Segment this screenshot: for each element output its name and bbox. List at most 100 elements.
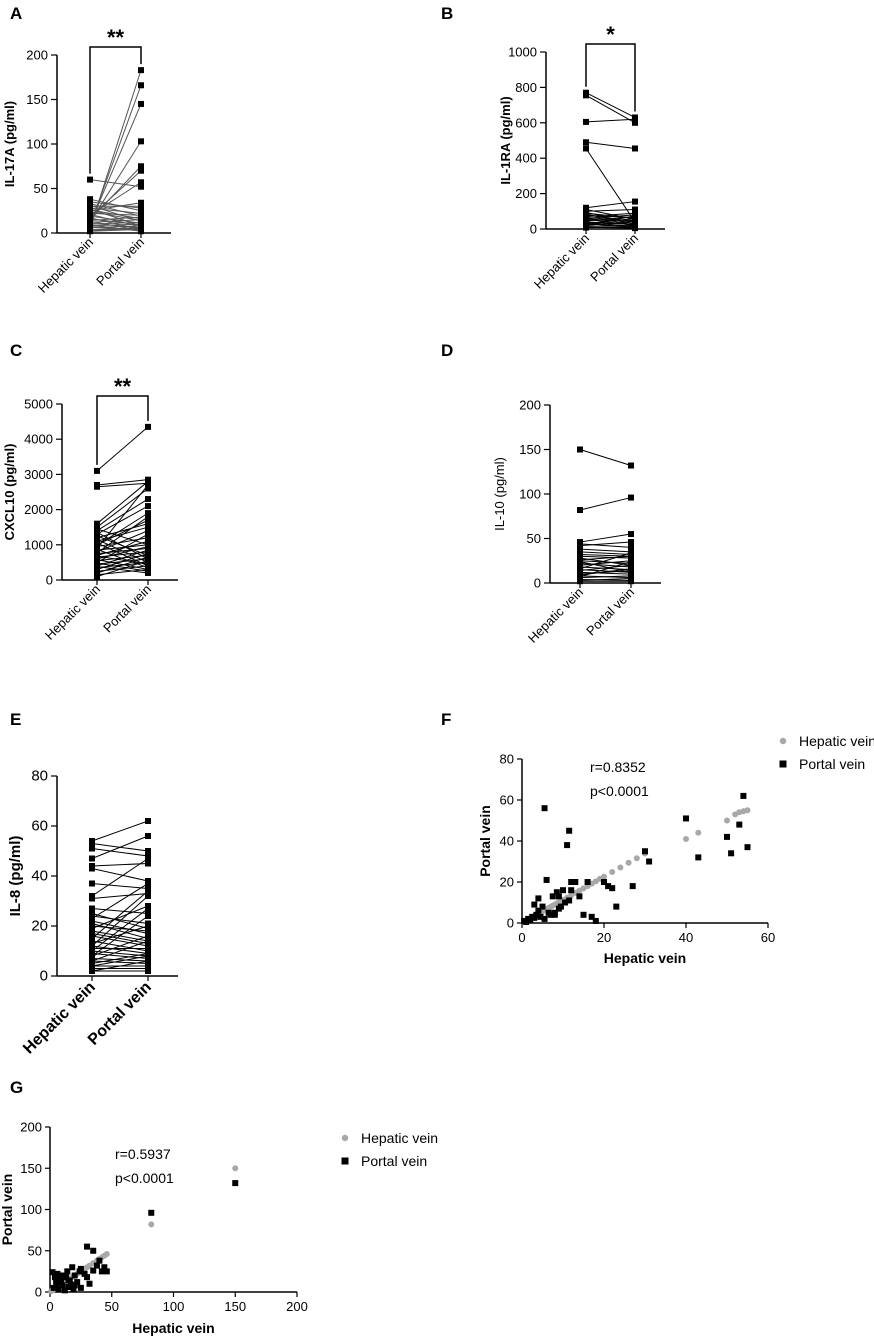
x-tick-label: 50 — [105, 1299, 119, 1314]
data-point-portal — [628, 544, 634, 551]
data-point-portal — [145, 517, 151, 524]
data-point-portal — [65, 1277, 72, 1284]
data-point-portal — [531, 901, 538, 908]
category-label: Hepatic vein — [42, 582, 103, 643]
data-point-hepatic — [601, 873, 607, 880]
data-point-portal — [531, 914, 538, 921]
data-point-portal — [628, 553, 634, 560]
paired-line — [96, 562, 149, 572]
paired-line — [96, 528, 149, 546]
panel-label-A: A — [10, 4, 23, 23]
data-point-hepatic — [94, 520, 100, 527]
data-point-portal — [527, 916, 534, 923]
data-point-portal — [683, 815, 689, 822]
data-point-hepatic — [94, 546, 100, 553]
y-tick-label: 40 — [31, 868, 48, 885]
data-point-portal — [628, 558, 634, 565]
legend-marker-hepatic — [341, 1134, 349, 1142]
data-point-hepatic — [609, 868, 616, 875]
data-point-portal — [543, 876, 550, 883]
y-axis-label: Portal vein — [0, 1174, 15, 1246]
data-point-hepatic — [89, 948, 95, 954]
paired-line — [579, 548, 632, 553]
data-point-hepatic — [577, 542, 583, 549]
data-point-portal — [632, 206, 638, 213]
data-point-portal — [632, 221, 638, 228]
data-point-portal — [55, 1286, 62, 1293]
y-tick-label: 1000 — [508, 45, 537, 60]
significance-label: * — [606, 22, 615, 47]
x-axis-label: Hepatic vein — [132, 1320, 214, 1336]
paired-line — [91, 953, 149, 964]
data-point-portal — [632, 145, 638, 152]
paired-line — [579, 561, 632, 578]
category-label: Portal vein — [93, 235, 147, 289]
y-tick-label: 0 — [35, 1285, 42, 1300]
paired-line — [96, 505, 149, 535]
data-point-portal — [605, 883, 612, 890]
y-axis-label: IL-1RA (pg/ml) — [498, 96, 513, 184]
data-point-portal — [145, 968, 151, 974]
paired-line — [579, 555, 632, 561]
data-point-portal — [74, 1279, 81, 1286]
data-point-portal — [533, 911, 540, 918]
x-tick-label: 100 — [163, 1299, 185, 1314]
data-point-portal — [148, 1209, 155, 1216]
p-value: p<0.0001 — [115, 1170, 174, 1186]
y-tick-label: 40 — [500, 834, 514, 849]
data-point-portal — [53, 1280, 60, 1287]
data-point-portal — [63, 1274, 70, 1281]
data-point-portal — [728, 850, 735, 857]
data-point-portal — [69, 1264, 76, 1271]
y-tick-label: 150 — [519, 442, 541, 457]
paired-line — [91, 883, 149, 889]
x-tick-label: 60 — [761, 930, 775, 945]
paired-line — [89, 207, 142, 214]
data-point-portal — [539, 903, 546, 910]
paired-line — [579, 551, 632, 556]
data-point-portal — [628, 531, 634, 538]
data-point-hepatic — [87, 218, 93, 225]
data-point-portal — [145, 913, 151, 919]
data-point-portal — [145, 893, 151, 899]
paired-line — [91, 940, 149, 962]
y-tick-label: 600 — [515, 115, 537, 130]
y-axis-label: IL-17A (pg/ml) — [2, 101, 17, 187]
y-tick-label: 80 — [500, 752, 514, 767]
data-point-hepatic — [577, 446, 583, 453]
paired-line — [96, 546, 149, 560]
y-tick-label: 20 — [31, 918, 48, 935]
paired-line — [579, 560, 632, 566]
paired-line — [96, 484, 149, 549]
data-point-hepatic — [695, 829, 702, 836]
data-point-portal — [232, 1180, 239, 1187]
legend-marker-portal — [341, 1157, 349, 1165]
data-point-hepatic — [583, 118, 589, 125]
paired-line — [89, 208, 142, 227]
y-tick-label: 50 — [34, 181, 48, 196]
paired-line — [91, 925, 149, 944]
y-axis-label: CXCL10 (pg/ml) — [2, 444, 17, 541]
category-label: Hepatic vein — [35, 235, 96, 296]
paired-line — [91, 920, 149, 934]
paired-line — [579, 564, 632, 572]
data-point-portal — [145, 958, 151, 964]
paired-line — [91, 858, 149, 897]
paired-line — [91, 958, 149, 962]
data-point-hepatic — [94, 467, 100, 474]
data-point-hepatic — [89, 943, 95, 949]
paired-line — [91, 915, 149, 957]
data-point-portal — [642, 848, 648, 855]
data-point-hepatic — [577, 578, 583, 585]
data-point-portal — [145, 905, 151, 912]
y-tick-label: 50 — [28, 1243, 42, 1258]
data-point-hepatic — [89, 958, 95, 964]
data-point-portal — [145, 423, 151, 430]
y-tick-label: 200 — [20, 1120, 42, 1135]
paired-line — [96, 544, 149, 551]
data-point-portal — [103, 1268, 110, 1275]
data-point-portal — [744, 844, 751, 851]
data-point-hepatic — [94, 525, 100, 532]
